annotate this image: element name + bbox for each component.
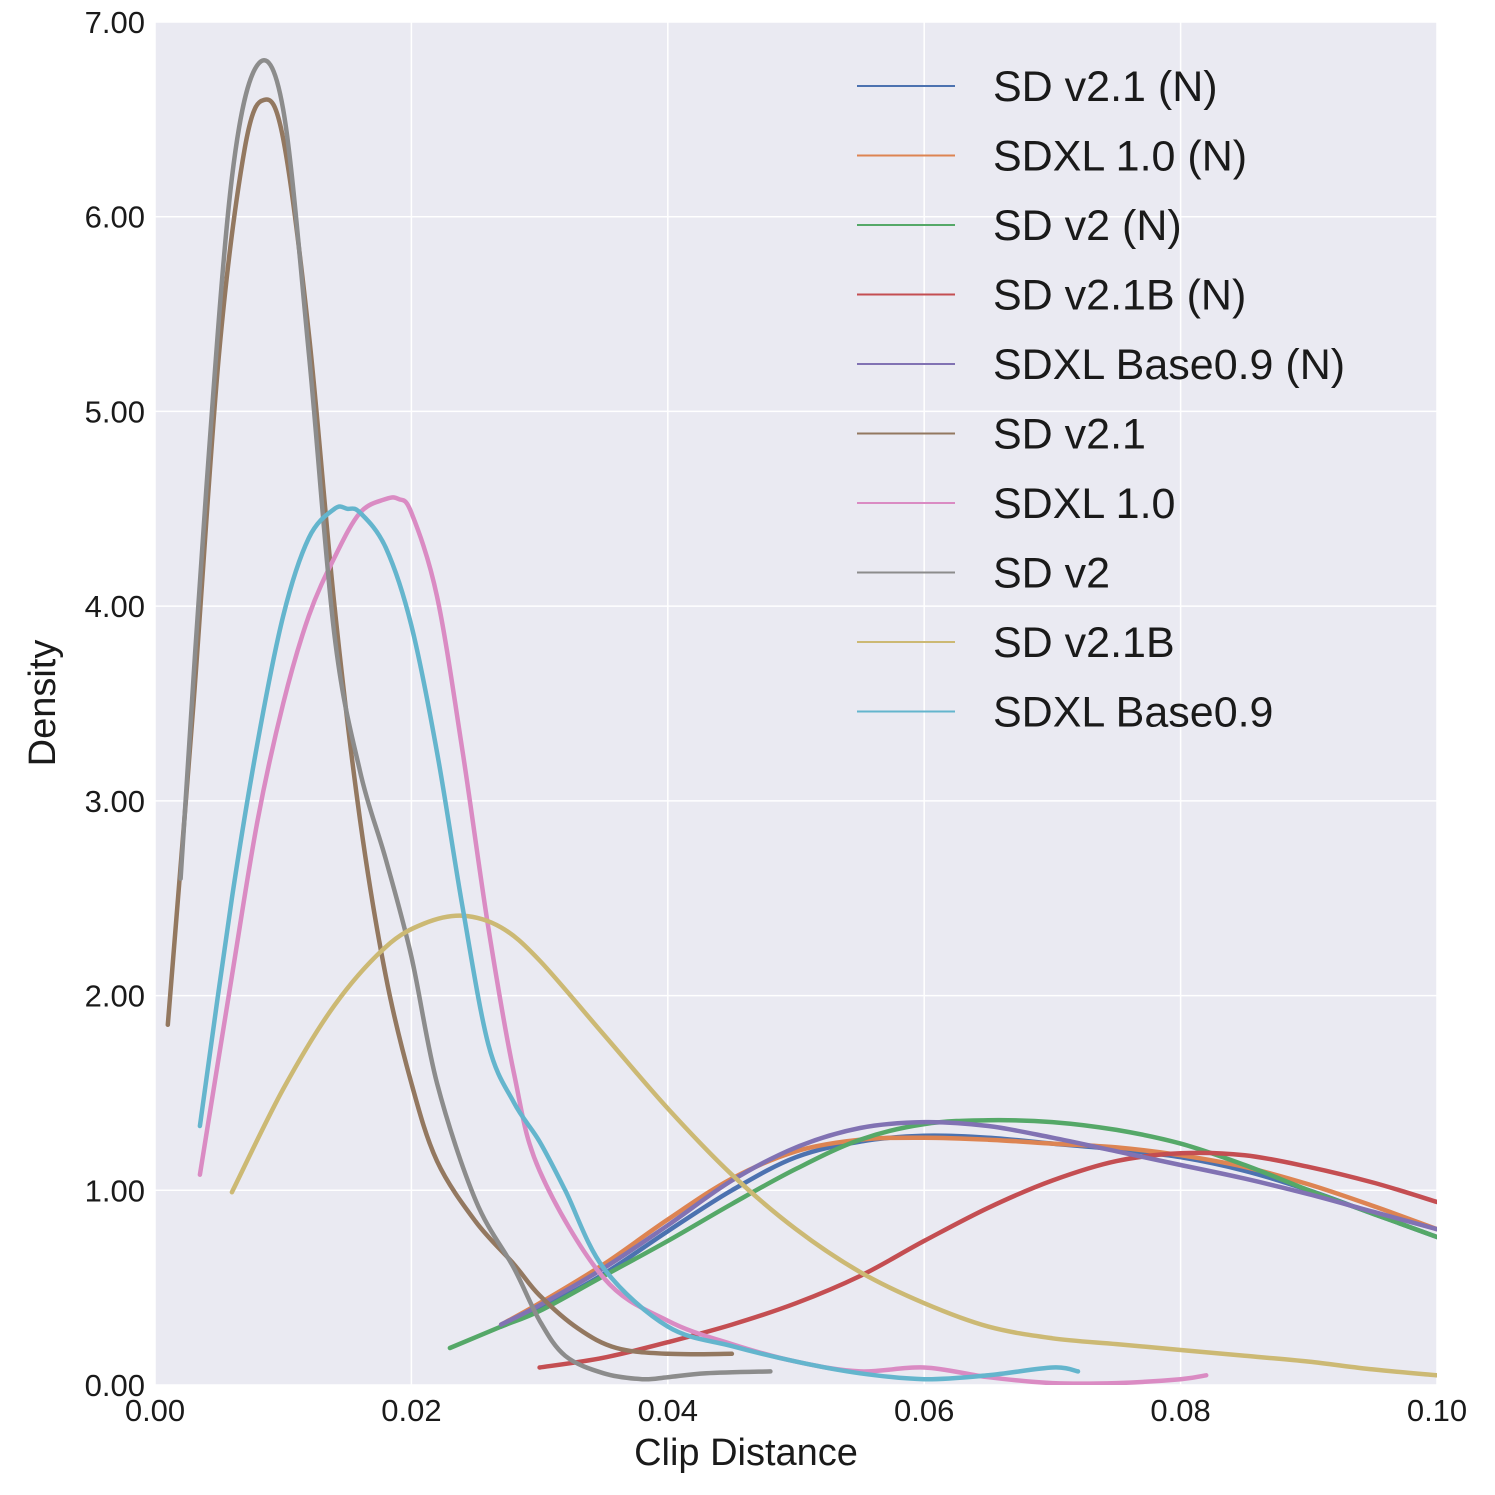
legend-label: SD v2 (N) — [993, 202, 1182, 250]
legend-label: SD v2.1B (N) — [993, 272, 1246, 320]
legend-label: SDXL 1.0 — [993, 480, 1175, 528]
x-axis-label: Clip Distance — [634, 1432, 858, 1474]
series-lines — [165, 58, 1437, 1385]
x-tick-labels: 0.00 0.02 0.04 0.06 0.08 0.10 — [125, 1393, 1467, 1428]
legend: SD v2.1 (N) SDXL 1.0 (N) SD v2 (N) SD v2.1B… — [857, 63, 1345, 737]
series-line-sd-v2 — [178, 58, 773, 1382]
series-line-sdxl-1-0 — [197, 495, 1209, 1385]
legend-label: SDXL 1.0 (N) — [993, 133, 1247, 181]
legend-label: SDXL Base0.9 — [993, 689, 1273, 737]
legend-label: SD v2 — [993, 550, 1110, 598]
series-line-sdxl-1-0-n — [498, 1135, 1437, 1327]
legend-label: SD v2.1 — [993, 411, 1146, 459]
series-line-sdxl-base0-9-n — [498, 1119, 1437, 1327]
series-line-sdxl-base0-9 — [197, 504, 1081, 1382]
x-tick-label: 0.00 — [125, 1393, 185, 1428]
y-tick-label: 1.00 — [85, 1173, 145, 1208]
y-axis-label: Density — [22, 640, 64, 767]
x-tick-label: 0.02 — [381, 1393, 441, 1428]
legend-label: SDXL Base0.9 (N) — [993, 341, 1345, 389]
x-tick-label: 0.04 — [638, 1393, 698, 1428]
y-tick-label: 6.00 — [85, 200, 145, 235]
legend-label: SD v2.1 (N) — [993, 63, 1218, 111]
x-tick-label: 0.10 — [1407, 1393, 1467, 1428]
y-tick-label: 5.00 — [85, 394, 145, 429]
y-tick-label: 7.00 — [85, 5, 145, 40]
y-tick-label: 3.00 — [85, 784, 145, 819]
x-tick-label: 0.08 — [1150, 1393, 1210, 1428]
y-tick-label: 4.00 — [85, 589, 145, 624]
y-tick-labels: 0.00 1.00 2.00 3.00 4.00 5.00 6.00 7.00 — [85, 5, 145, 1403]
grid-lines — [154, 21, 1438, 1386]
legend-label: SD v2.1B — [993, 619, 1175, 667]
x-tick-label: 0.06 — [894, 1393, 954, 1428]
series-line-sd-v2-1b — [229, 913, 1437, 1378]
y-tick-label: 0.00 — [85, 1368, 145, 1403]
y-tick-label: 2.00 — [85, 979, 145, 1014]
